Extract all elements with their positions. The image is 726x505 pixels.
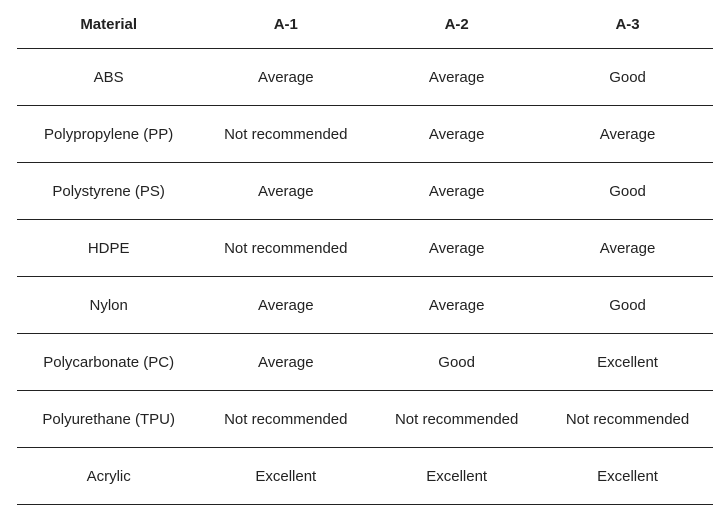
row: Acrylic Excellent Excellent Excellent	[17, 447, 713, 505]
header-cell: A-3	[542, 0, 713, 49]
cell: Polystyrene (PS)	[17, 162, 201, 220]
cell: Good	[542, 48, 713, 106]
cell: Not recommended	[200, 219, 372, 277]
cell: Not recommended	[371, 390, 543, 448]
cell: ABS	[17, 48, 201, 106]
cell: Not recommended	[200, 390, 372, 448]
cell: Excellent	[371, 447, 543, 505]
cell: Good	[542, 276, 713, 334]
cell: Average	[200, 333, 372, 391]
row: Polypropylene (PP) Not recommended Average…	[17, 105, 713, 163]
cell: Average	[200, 276, 372, 334]
cell: Nylon	[17, 276, 201, 334]
cell: Average	[371, 162, 543, 220]
row: Polyurethane (TPU) Not recommended Not rec…	[17, 390, 713, 448]
cell: Excellent	[542, 447, 713, 505]
cell: Good	[371, 333, 543, 391]
cell: Not recommended	[542, 390, 713, 448]
header-cell: A-2	[371, 0, 543, 49]
cell: Average	[200, 48, 372, 106]
header-cell: Material	[17, 0, 201, 49]
cell: Average	[542, 105, 713, 163]
cell: Acrylic	[17, 447, 201, 505]
compatibility-table: Material A-1 A-2 A-3 ABS Average Average Good P…	[17, 0, 713, 505]
cell: Average	[371, 276, 543, 334]
row: Polystyrene (PS) Average Average Good	[17, 162, 713, 220]
cell: Excellent	[200, 447, 372, 505]
cell: Average	[542, 219, 713, 277]
cell: Not recommended	[200, 105, 372, 163]
cell: Good	[542, 162, 713, 220]
cell: Polypropylene (PP)	[17, 105, 201, 163]
row: Polycarbonate (PC) Average Good Excellent	[17, 333, 713, 391]
cell: Average	[371, 48, 543, 106]
cell: Average	[371, 219, 543, 277]
header-row: Material A-1 A-2 A-3	[17, 0, 713, 49]
row: ABS Average Average Good	[17, 48, 713, 106]
cell: Polycarbonate (PC)	[17, 333, 201, 391]
cell: HDPE	[17, 219, 201, 277]
row: Nylon Average Average Good	[17, 276, 713, 334]
header-cell: A-1	[200, 0, 372, 49]
row: HDPE Not recommended Average Average	[17, 219, 713, 277]
cell: Polyurethane (TPU)	[17, 390, 201, 448]
cell: Excellent	[542, 333, 713, 391]
cell: Average	[371, 105, 543, 163]
cell: Average	[200, 162, 372, 220]
